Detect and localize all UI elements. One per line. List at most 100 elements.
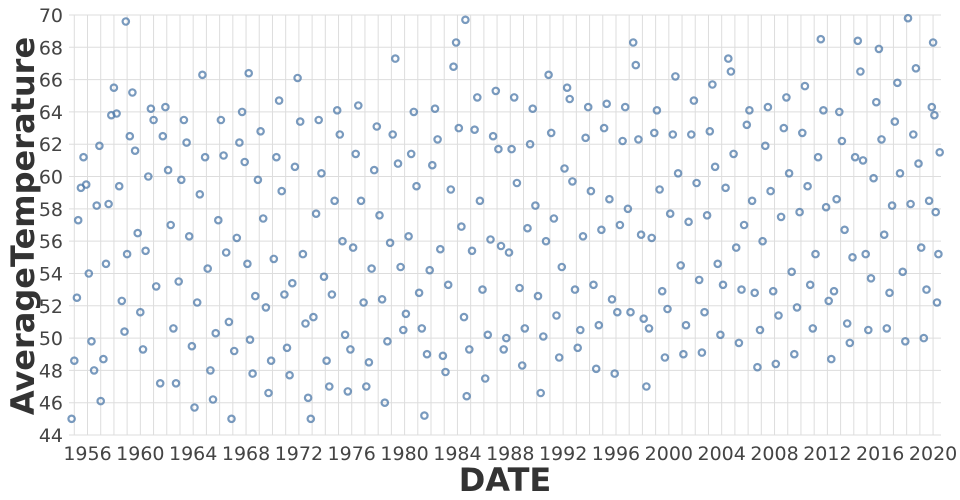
data-point [179, 115, 189, 125]
data-point [877, 135, 886, 144]
data-point [932, 298, 942, 307]
data-point [303, 393, 313, 403]
y-tick-label: 46 [39, 393, 63, 415]
data-point [842, 319, 852, 328]
data-point [893, 78, 902, 88]
grid [69, 14, 941, 436]
data-point [149, 115, 158, 125]
data-point [869, 173, 878, 183]
data-point [182, 138, 191, 147]
data-point [676, 261, 686, 270]
data-point [702, 211, 712, 220]
data-point [114, 181, 124, 191]
data-point [264, 388, 273, 398]
data-point [768, 286, 778, 296]
data-point [177, 175, 186, 185]
data-points [67, 13, 945, 424]
data-point [763, 102, 773, 112]
x-tick-label: 1992 [539, 443, 587, 465]
data-point [367, 264, 376, 273]
data-point [171, 378, 181, 388]
data-point [565, 94, 575, 104]
data-point [853, 36, 863, 46]
x-tick-label: 1972 [275, 443, 323, 465]
data-point [914, 159, 923, 168]
data-point [887, 201, 897, 210]
data-point [353, 101, 363, 110]
data-point [731, 243, 741, 252]
data-point [87, 336, 96, 346]
data-point [200, 152, 210, 162]
data-point [483, 330, 493, 340]
data-point [528, 104, 538, 114]
data-point [758, 236, 767, 246]
data-point [766, 186, 775, 196]
data-point [552, 311, 561, 320]
data-point [919, 333, 929, 343]
data-point [446, 185, 456, 194]
data-point [729, 149, 738, 159]
data-point [908, 130, 918, 139]
data-point [615, 220, 625, 230]
data-point [245, 335, 255, 345]
y-tick-label: 56 [39, 231, 63, 253]
data-point [401, 309, 411, 319]
x-tick-label: 2004 [697, 443, 745, 465]
data-point [668, 130, 678, 139]
data-point [406, 149, 416, 159]
data-point [203, 264, 213, 273]
data-point [240, 157, 250, 167]
data-point [332, 106, 342, 115]
data-point [277, 186, 287, 196]
data-point [649, 128, 659, 138]
data-point [361, 382, 371, 391]
data-point [819, 106, 828, 115]
data-point [573, 343, 583, 353]
data-point [605, 194, 614, 204]
data-point [705, 127, 715, 136]
data-point [879, 230, 889, 240]
data-point [232, 233, 242, 243]
data-point [930, 110, 939, 120]
x-tick-label: 1988 [486, 443, 534, 465]
data-point [475, 196, 485, 206]
data-point [599, 123, 609, 133]
data-point [120, 327, 129, 336]
data-point [684, 217, 693, 227]
data-point [67, 414, 76, 424]
data-point [710, 162, 720, 172]
data-point [612, 307, 622, 317]
data-point [372, 122, 382, 131]
data-point [610, 369, 620, 378]
data-point [824, 296, 834, 306]
data-point [549, 214, 559, 223]
data-point [792, 303, 802, 312]
data-point [356, 196, 366, 206]
data-point [467, 246, 477, 256]
data-point [256, 127, 265, 136]
data-point [742, 120, 752, 130]
data-point [660, 353, 670, 362]
data-point [70, 356, 79, 366]
data-point [665, 209, 675, 219]
data-point [364, 357, 374, 367]
data-point [324, 382, 334, 391]
y-tick-label: 44 [39, 425, 63, 447]
data-point [934, 249, 943, 259]
data-point [398, 325, 408, 335]
data-point [383, 336, 392, 346]
data-point [121, 17, 131, 26]
data-point [628, 38, 638, 47]
data-point [626, 307, 635, 317]
data-point [602, 99, 612, 109]
data-point [136, 307, 145, 317]
data-point [280, 290, 289, 299]
data-point [515, 283, 524, 293]
data-point [647, 233, 657, 243]
data-point [343, 387, 353, 396]
data-point [536, 388, 546, 398]
data-point [671, 72, 680, 81]
data-point [866, 273, 876, 283]
data-point [620, 102, 630, 112]
data-point [689, 96, 699, 105]
